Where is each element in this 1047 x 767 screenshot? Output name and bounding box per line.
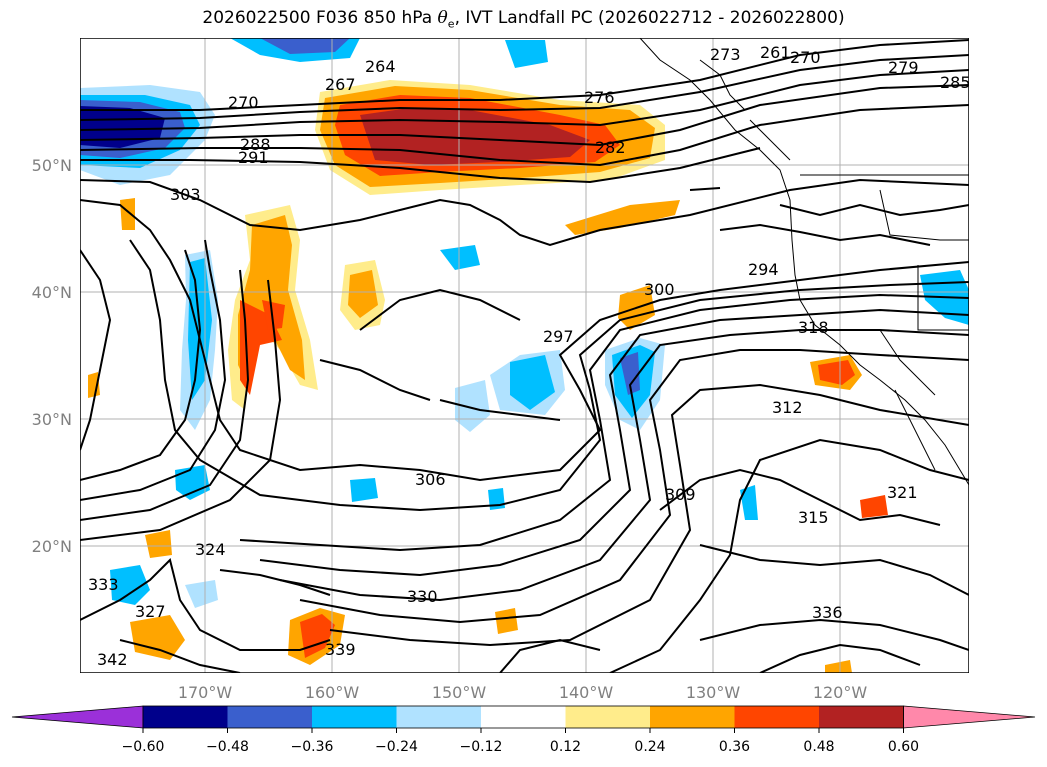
contour-label: 288 <box>240 135 271 154</box>
lon-label: 160°W <box>305 683 360 702</box>
contour-label: 336 <box>812 603 843 622</box>
contour-label: 342 <box>97 650 128 669</box>
lat-label: 40°N <box>32 283 72 302</box>
colorbar-extend-low <box>11 705 144 729</box>
contour-label: 312 <box>772 398 803 417</box>
theta-subscript: e <box>447 17 455 31</box>
contour-label: 303 <box>170 185 201 204</box>
lat-labels: 50°N 40°N 30°N 20°N <box>32 156 72 556</box>
contour-label: 267 <box>325 75 356 94</box>
colorbar-extend-high <box>903 705 1036 729</box>
colorbar-tick-label: −0.48 <box>206 739 249 755</box>
colorbar-tick-label: 0.60 <box>888 739 919 755</box>
lat-label: 50°N <box>32 156 72 175</box>
colorbar-ticks: −0.60 −0.48 −0.36 −0.24 −0.12 0.12 0.24 0.36 0.4… <box>122 728 919 755</box>
contour-label: 297 <box>543 327 574 346</box>
contour-label: 270 <box>790 48 821 67</box>
map-panel: 270 273 267 264 279 276 282 285 288 291 … <box>80 38 971 673</box>
colorbar-tick-label: 0.24 <box>634 739 665 755</box>
lon-label: 130°W <box>686 683 741 702</box>
contour-label: 294 <box>748 260 779 279</box>
contour-label: 270 <box>228 93 259 112</box>
colorbar-outline <box>142 705 904 729</box>
contour-label: 285 <box>940 73 971 92</box>
colorbar-bin <box>650 706 735 728</box>
colorbar-tick-label: −0.24 <box>375 739 418 755</box>
contour-label: 273 <box>710 45 741 64</box>
lon-label: 120°W <box>813 683 868 702</box>
contour-label: 300 <box>644 280 675 299</box>
colorbar <box>11 705 1036 729</box>
colorbar-tick-label: 0.36 <box>719 739 750 755</box>
colorbar-bin <box>312 706 397 728</box>
colorbar-bin <box>481 706 566 728</box>
lon-labels: 170°W 160°W 150°W 140°W 130°W 120°W <box>178 683 868 702</box>
lon-label: 150°W <box>432 683 487 702</box>
contour-label: 279 <box>888 58 919 77</box>
theta-symbol: θ <box>437 8 448 28</box>
lat-label: 30°N <box>32 410 72 429</box>
contour-label: 327 <box>135 602 166 621</box>
colorbar-bin <box>819 706 904 728</box>
colorbar-bin <box>565 706 651 728</box>
colorbar-bin <box>143 706 228 728</box>
contour-label: 306 <box>415 470 446 489</box>
colorbar-bin <box>396 706 482 728</box>
theta-e-contours <box>80 39 969 673</box>
contour-label: 309 <box>665 485 696 504</box>
lat-label: 20°N <box>32 537 72 556</box>
contour-label: 333 <box>88 575 119 594</box>
contour-label: 291 <box>238 148 269 167</box>
lon-label: 170°W <box>178 683 233 702</box>
colorbar-tick-label: −0.36 <box>291 739 334 755</box>
contour-label: 282 <box>595 138 626 157</box>
colorbar-tick-label: 0.48 <box>803 739 834 755</box>
colorbar-tick-label: −0.60 <box>122 739 165 755</box>
contour-labels: 270 273 267 264 279 276 282 285 288 291 … <box>88 43 971 669</box>
colorbar-bin <box>734 706 820 728</box>
title-suffix: , IVT Landfall PC (2026022712 - 20260228… <box>454 8 845 28</box>
contour-label: 318 <box>798 318 829 337</box>
lon-label: 140°W <box>559 683 614 702</box>
colorbar-tick-label: 0.12 <box>550 739 581 755</box>
contour-label: 264 <box>365 57 396 76</box>
contour-label: 261 <box>760 43 791 62</box>
contour-label: 339 <box>325 640 356 659</box>
map-title: 2026022500 F036 850 hPa θe, IVT Landfall… <box>0 8 1047 30</box>
colorbar-tick-label: −0.12 <box>460 739 503 755</box>
contour-label: 276 <box>584 88 615 107</box>
contour-label: 330 <box>407 587 438 606</box>
contour-label: 315 <box>798 508 829 527</box>
contour-label: 324 <box>195 540 226 559</box>
title-prefix: 2026022500 F036 850 hPa <box>202 8 438 28</box>
colorbar-bin <box>227 706 313 728</box>
contour-label: 321 <box>887 483 918 502</box>
